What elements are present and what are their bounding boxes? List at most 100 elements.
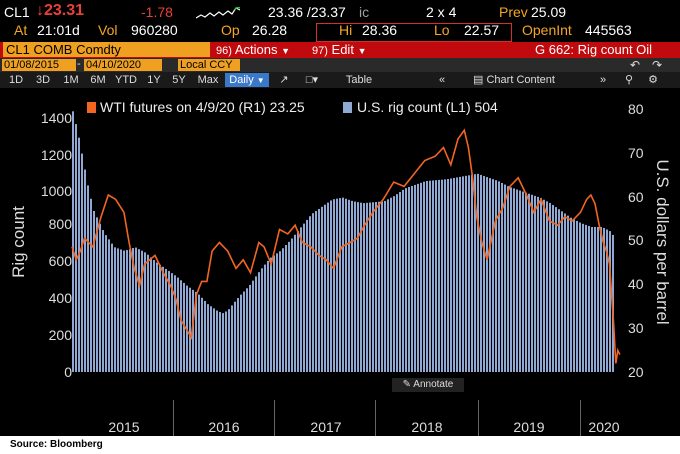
rig-count-bar [507,186,509,372]
ticker[interactable]: CL1 [4,4,30,20]
rig-count-bar [450,178,452,372]
bloomberg-terminal: CL1 ↓23.31 -1.78 23.36 /23.37 ic 2 x 4 P… [0,0,680,436]
frequency-select[interactable]: Daily ▼ [225,73,269,87]
rig-count-bar [522,191,524,372]
range-1m[interactable]: 1M [63,74,79,86]
rig-count-bar [426,180,428,372]
rig-count-bar [228,309,230,372]
rig-count-bar [402,189,404,372]
range-max[interactable]: Max [197,74,219,86]
rig-count-bar [336,198,338,372]
range-6m[interactable]: 6M [90,74,106,86]
rig-count-bar [348,199,350,372]
rig-count-bar [519,190,521,372]
range-ytd[interactable]: YTD [115,74,137,86]
rig-count-bar [576,220,578,372]
rig-count-bar [549,202,551,372]
rig-count-bar [177,277,179,372]
rig-count-bar [135,247,137,372]
rig-count-bar [159,264,161,372]
rig-count-bar [294,234,296,372]
security-field[interactable]: CL1 COMB Comdty [3,42,210,57]
rig-count-bar [474,174,476,372]
year-label: 2016 [208,419,240,435]
frequency-label: Daily [229,74,254,86]
right-tick: 20 [628,364,644,380]
settings-gear-icon[interactable]: ⚙ [648,74,658,86]
start-date-input[interactable]: 01/08/2015 [2,59,76,71]
year-label: 2018 [411,419,443,435]
right-tick: 60 [628,189,644,205]
chart-content-button[interactable]: ▤ Chart Content [472,73,556,87]
rig-count-bar [525,192,527,372]
rig-count-bar [315,211,317,372]
volume-label: Vol [98,22,118,38]
redo-icon[interactable]: ↷ [652,58,663,72]
rig-count-bar [531,194,533,372]
right-tick: 70 [628,145,644,161]
rig-count-bar [324,204,326,372]
expand-icon[interactable]: » [599,74,607,86]
rig-count-bar [150,257,152,372]
rig-count-bar [420,182,422,372]
zoom-icon[interactable]: ⚲ [624,74,634,86]
rig-count-bar [561,211,563,372]
rig-count-bar [570,217,572,372]
end-date-input[interactable]: 04/10/2020 [84,59,162,71]
rig-count-bar [495,180,497,372]
right-axis-title: U.S. dollars per barrel [653,159,672,325]
rig-count-bar [360,202,362,372]
right-tick: 50 [628,232,644,248]
range-1y[interactable]: 1Y [147,74,161,86]
ic-marker: ic [359,4,370,20]
left-tick: 800 [48,216,72,232]
left-axis-title: Rig count [9,206,28,278]
undo-icon[interactable]: ↶ [630,58,641,72]
rig-count-bar [198,294,200,372]
year-separator [274,400,275,436]
table-button[interactable]: Table [335,73,383,87]
rig-count-bar [306,219,308,372]
rig-count-bar [84,169,86,372]
legend-rig-count[interactable]: U.S. rig count (L1) 504 [357,99,498,115]
rig-count-bar [285,245,287,372]
annotate-button[interactable]: ✎ Annotate [392,378,464,392]
range-5y[interactable]: 5Y [172,74,186,86]
rig-count-bar [216,310,218,372]
rig-count-bar [462,176,464,372]
left-tick: 1000 [40,183,72,199]
rig-count-bar [369,202,371,372]
rig-count-bar [414,184,416,372]
legend-wti[interactable]: WTI futures on 4/9/20 (R1) 23.25 [100,99,305,115]
rig-count-bar [585,224,587,372]
rig-count-bar [375,202,377,372]
prev-value: 25.09 [531,4,567,20]
rig-count-bar [231,305,233,372]
rig-count-bar [174,275,176,372]
edit-label: Edit [331,42,354,57]
rig-count-bar [597,226,599,372]
chart-style-icon[interactable]: □▾ [305,74,319,86]
rig-count-bar [168,271,170,372]
rig-count-bar [327,202,329,372]
rig-count-bar [246,288,248,372]
range-1d[interactable]: 1D [8,74,24,86]
currency-select[interactable]: Local CCY ▼ [178,59,240,82]
range-3d[interactable]: 3D [35,74,51,86]
rig-count-bar [372,202,374,372]
rig-count-bar [459,176,461,372]
left-tick: 400 [48,290,72,306]
rig-count-bar [300,227,302,372]
actions-menu-button[interactable]: 96) Actions ▼ [216,42,290,58]
rig-count-bar [357,202,359,372]
rig-count-bar [609,231,611,372]
rig-count-bar [396,194,398,372]
rig-count-bar [222,313,224,372]
collapse-icon[interactable]: « [438,74,446,86]
date-separator: - [77,58,81,70]
edit-menu-button[interactable]: 97) Edit ▼ [312,42,366,58]
line-chart-icon[interactable]: ↗ [279,74,289,86]
rig-count-bar [108,239,110,372]
time-label: At [14,22,28,38]
rig-count-bar [129,249,131,372]
